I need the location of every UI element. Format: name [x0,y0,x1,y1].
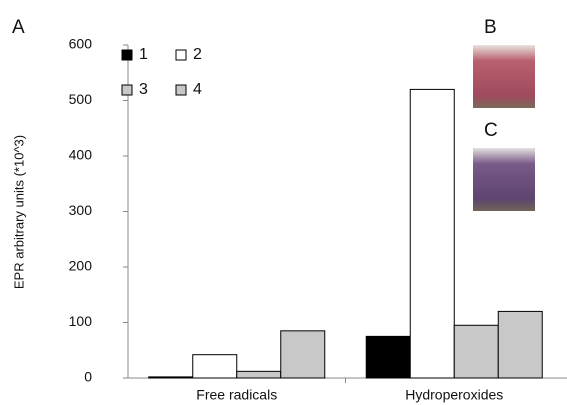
y-tick-label: 400 [69,147,93,163]
photo-b [473,45,535,108]
legend-swatch [122,50,132,60]
photo-c [473,148,535,211]
legend-label: 1 [139,46,148,63]
bar [410,89,454,378]
legend-label: 4 [193,81,202,98]
y-tick-label: 500 [69,91,93,107]
y-tick-label: 600 [69,36,93,52]
panel-label: C [484,120,498,141]
y-tick-label: 300 [69,202,93,218]
y-tick-label: 200 [69,258,93,274]
chart: A B C EPR arbitrary units (*10^3) 0 100 20… [0,0,567,405]
bar [366,336,410,378]
legend-label: 3 [139,81,148,98]
x-tick-label: Free radicals [196,387,277,403]
legend-swatch [176,50,186,60]
bar [149,377,193,378]
legend-swatch [176,85,186,95]
bar [498,311,542,378]
bar [237,371,281,378]
bar [281,331,325,378]
panel-label: A [12,17,25,38]
legend-swatch [122,85,132,95]
bar [193,355,237,378]
x-tick-label: Hydroperoxides [405,387,503,403]
bar [454,325,498,378]
legend-label: 2 [193,46,202,63]
panel-label: B [484,17,497,38]
y-tick-label: 100 [69,313,93,329]
y-axis-label: EPR arbitrary units (*10^3) [11,135,26,289]
y-tick-label: 0 [84,369,92,385]
